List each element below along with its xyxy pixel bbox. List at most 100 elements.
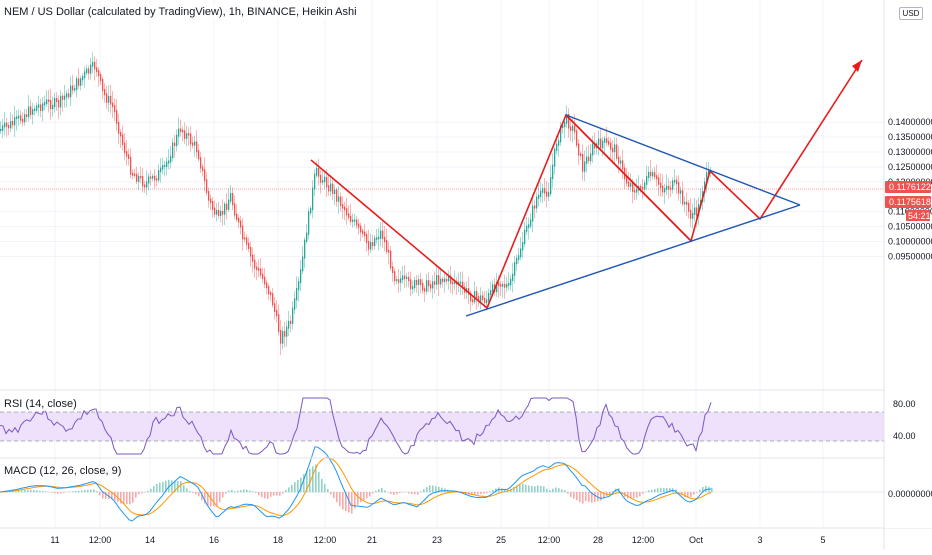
candle-body [214,208,215,215]
time-axis-label: 12:00 [632,535,655,545]
candlestick-series[interactable] [0,52,711,355]
macd-histogram-bar [153,486,155,492]
macd-histogram-bar [78,491,80,493]
macd-histogram-bar [159,483,161,493]
macd-histogram-bar [30,490,32,492]
candle-body [26,114,27,117]
drawings-layer[interactable] [311,60,862,316]
candle-body [686,202,687,205]
candle-body [2,125,3,131]
candle-body [430,284,431,288]
macd-histogram-bar [114,492,116,500]
macd-histogram-bar [411,492,413,494]
macd-histogram-bar [231,490,233,493]
candle-body [68,93,69,97]
price-axis[interactable]: 0.140000000.135000000.130000000.12500000… [884,0,932,550]
candle-body [302,257,303,272]
candle-body [548,192,549,197]
macd-histogram-bar [366,492,368,498]
macd-histogram-bar [414,492,416,494]
macd-histogram-bar [246,490,248,493]
candle-body [30,106,31,114]
candle-body [156,178,157,180]
candle-body [250,247,251,257]
macd-histogram-bar [660,488,662,493]
symbol-title[interactable]: NEM / US Dollar (calculated by TradingVi… [2,6,359,19]
candle-body [380,231,381,239]
macd-histogram-bar [288,487,290,492]
rsi-band [0,412,884,441]
macd-histogram-bar [369,492,371,496]
candle-body [684,202,685,205]
red-pattern-line[interactable] [311,60,862,308]
last-price-tag[interactable]: 0.11761222 [889,182,932,192]
candle-body [94,62,95,69]
candle-body [272,293,273,305]
candle-body [678,182,679,194]
candle-body [356,219,357,225]
candle-body [70,86,71,98]
candle-body [368,241,369,249]
bar-countdown: 54:21 [908,211,931,221]
macd-histogram-bar [435,486,437,492]
macd-histogram-bar [642,492,644,494]
macd-histogram-bar [555,487,557,492]
macd-histogram-bar [399,492,401,493]
candle-body [486,299,487,303]
currency-badge[interactable]: USD [899,7,923,20]
macd-histogram-bar [543,486,545,492]
candle-body [46,99,47,104]
candle-body [606,138,607,143]
candle-body [116,110,117,124]
macd-histogram-bar [522,484,524,493]
candle-body [312,188,313,211]
candle-body [396,279,397,281]
candle-body [254,260,255,269]
macd-histogram-bar [636,492,638,498]
macd-histogram-bar [342,492,344,509]
macd-histogram-bar [693,492,695,495]
candle-body [64,96,65,100]
macd-histogram-bar [27,490,29,492]
macd-histogram-bar [576,492,578,500]
candle-body [420,279,421,285]
macd-histogram-bar [171,480,173,492]
macd-histogram-bar [150,489,152,492]
candle-body [228,200,229,210]
rsi-title[interactable]: RSI (14, close) [2,398,79,411]
candle-body [52,105,53,109]
macd-histogram-bar [330,492,332,494]
macd-histogram-bar [525,485,527,493]
macd-histogram-bar [363,492,365,500]
macd-histogram-bar [384,490,386,492]
macd-histogram-bar [657,488,659,492]
macd-histogram-bar [198,492,200,496]
candle-body [172,143,173,159]
macd-histogram-bar [360,492,362,502]
candle-body [222,211,223,215]
candle-body [158,170,159,180]
arrow-head-icon [852,60,862,72]
macd-title[interactable]: MACD (12, 26, close, 9) [2,465,123,478]
candle-body [144,185,145,188]
macd-histogram-bar [393,492,395,495]
candle-body [612,148,613,153]
candle-body [378,237,379,239]
macd-histogram-bar [195,492,197,494]
candle-body [142,176,143,186]
macd-histogram-bar [273,492,275,496]
macd-histogram-bar [270,492,272,497]
rsi-axis-label-80: 80.00 [893,399,916,409]
candle-body [374,238,375,246]
candle-body [696,207,697,216]
candle-body [154,176,155,181]
candle-body [406,277,407,279]
macd-histogram-bar [582,492,584,504]
ha-price-tag[interactable]: 0.11756189 [889,197,932,207]
rsi-axis-label-40: 40.00 [893,431,916,441]
candle-body [306,233,307,242]
pane-separators[interactable] [0,390,932,528]
